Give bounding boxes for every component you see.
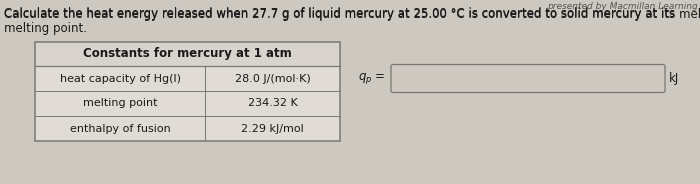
Text: presented by Macmillan Learning: presented by Macmillan Learning bbox=[547, 2, 698, 11]
Text: melting point: melting point bbox=[83, 98, 158, 109]
Bar bbox=[35, 42, 340, 141]
Text: $q_p$ =: $q_p$ = bbox=[358, 71, 386, 86]
Bar bbox=[35, 42, 340, 141]
FancyBboxPatch shape bbox=[391, 65, 665, 93]
Text: enthalpy of fusion: enthalpy of fusion bbox=[69, 123, 170, 134]
Text: 234.32 K: 234.32 K bbox=[248, 98, 298, 109]
Text: Calculate the heat energy released when 27.7 g of liquid mercury at 25.00 °C is : Calculate the heat energy released when … bbox=[4, 7, 676, 35]
Text: 2.29 kJ/mol: 2.29 kJ/mol bbox=[241, 123, 304, 134]
Text: kJ: kJ bbox=[669, 72, 679, 85]
Text: Calculate the heat energy released when 27.7 g of liquid mercury at 25.00 °C is : Calculate the heat energy released when … bbox=[4, 8, 700, 21]
Text: 28.0 J/(mol·K): 28.0 J/(mol·K) bbox=[234, 73, 310, 84]
Bar bbox=[35, 42, 340, 66]
Text: heat capacity of Hg(l): heat capacity of Hg(l) bbox=[60, 73, 181, 84]
Text: Constants for mercury at 1 atm: Constants for mercury at 1 atm bbox=[83, 47, 292, 61]
